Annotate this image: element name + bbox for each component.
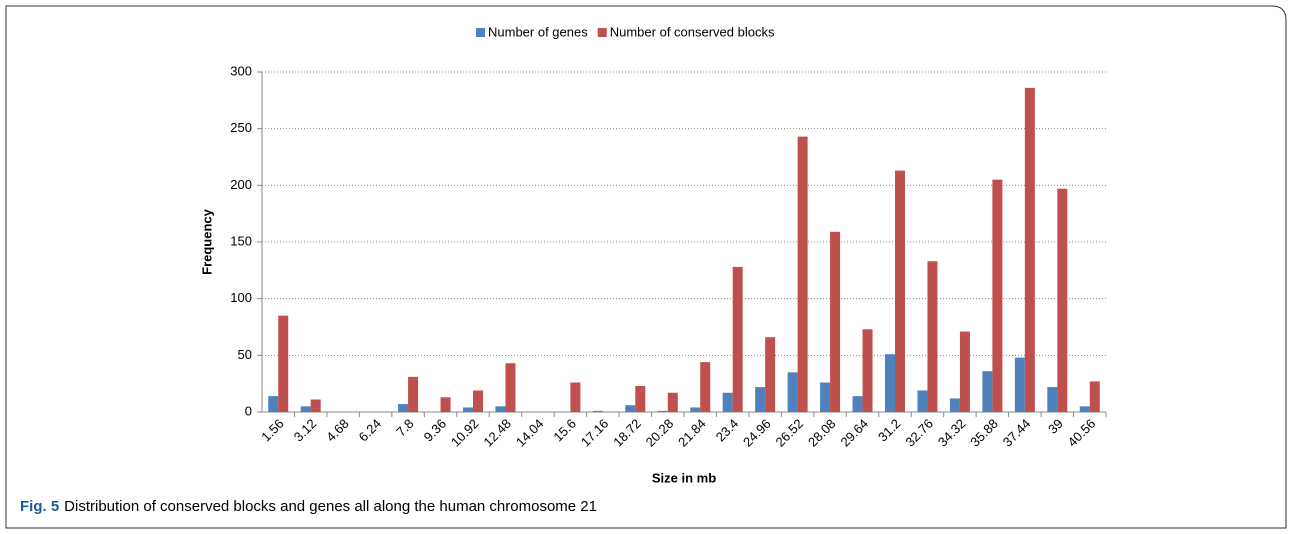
caption-label: Fig. 5 bbox=[20, 498, 59, 515]
x-tick-label: 7.8 bbox=[393, 416, 416, 439]
bar bbox=[862, 329, 873, 412]
frame bbox=[5, 5, 1287, 529]
x-tick-label: 18.72 bbox=[610, 416, 644, 450]
y-axis-label: Frequency bbox=[199, 208, 214, 275]
bar bbox=[765, 337, 776, 412]
x-tick-label: 34.32 bbox=[935, 416, 969, 450]
legend-label: Number of conserved blocks bbox=[610, 24, 775, 39]
x-tick-label: 12.48 bbox=[480, 416, 514, 450]
bar bbox=[278, 315, 289, 412]
x-tick-label: 24.96 bbox=[740, 416, 774, 450]
x-tick-label: 10.92 bbox=[448, 416, 482, 450]
bar bbox=[473, 390, 483, 412]
bar bbox=[690, 407, 701, 412]
y-tick-label: 100 bbox=[230, 290, 252, 305]
x-tick-label: 17.16 bbox=[578, 416, 612, 450]
bar bbox=[657, 410, 668, 412]
caption: Fig. 5 Distribution of conserved blocks a… bbox=[20, 498, 597, 515]
bar bbox=[820, 382, 831, 412]
bar bbox=[700, 362, 711, 412]
bar bbox=[635, 385, 646, 412]
y-tick-label: 0 bbox=[245, 403, 252, 418]
bar bbox=[755, 387, 766, 412]
bar bbox=[732, 266, 743, 412]
x-tick-label: 15.6 bbox=[550, 416, 579, 445]
x-axis-label: Size in mb bbox=[652, 470, 716, 485]
bar bbox=[310, 399, 321, 412]
bar bbox=[625, 405, 636, 412]
bar bbox=[1079, 406, 1090, 412]
legend-swatch bbox=[597, 28, 607, 37]
x-tick-label: 9.36 bbox=[421, 416, 450, 445]
x-tick-label: 23.4 bbox=[713, 416, 742, 445]
x-tick-label: 4.68 bbox=[323, 416, 352, 445]
bar bbox=[1014, 357, 1025, 412]
bar bbox=[927, 261, 938, 412]
x-tick-label: 21.84 bbox=[675, 416, 709, 450]
y-tick-label: 300 bbox=[230, 63, 252, 78]
legend-label: Number of genes bbox=[488, 24, 588, 39]
bar bbox=[570, 382, 581, 412]
x-tick-label: 39 bbox=[1045, 416, 1066, 437]
x-tick-label: 37.44 bbox=[1000, 416, 1034, 450]
y-tick-label: 50 bbox=[238, 347, 252, 362]
x-tick-label: 32.76 bbox=[902, 416, 936, 450]
y-tick-label: 200 bbox=[230, 177, 252, 192]
x-tick-label: 26.52 bbox=[773, 416, 807, 450]
legend-swatch bbox=[476, 28, 485, 37]
x-tick-label: 3.12 bbox=[291, 416, 320, 445]
x-tick-label: 28.08 bbox=[805, 416, 839, 450]
bar bbox=[463, 407, 473, 412]
bar bbox=[830, 231, 841, 412]
bar bbox=[1024, 87, 1035, 412]
x-tick-label: 14.04 bbox=[513, 416, 547, 450]
bar bbox=[917, 390, 928, 412]
bar bbox=[495, 406, 506, 412]
x-tick-label: 29.64 bbox=[837, 416, 871, 450]
x-tick-label: 20.28 bbox=[643, 416, 677, 450]
bar bbox=[982, 371, 993, 412]
bar bbox=[885, 354, 895, 412]
y-tick-label: 150 bbox=[230, 233, 252, 248]
bar bbox=[895, 170, 905, 412]
x-tick-label: 6.24 bbox=[356, 416, 385, 445]
x-tick-label: 1.56 bbox=[258, 416, 287, 445]
y-tick-label: 250 bbox=[230, 120, 252, 135]
bar bbox=[1089, 381, 1100, 412]
bar bbox=[440, 397, 451, 412]
bar bbox=[667, 392, 678, 412]
bar bbox=[797, 136, 808, 412]
bar bbox=[398, 404, 409, 412]
bar bbox=[852, 396, 863, 412]
bar bbox=[408, 376, 419, 412]
caption-text: Distribution of conserved blocks and gen… bbox=[64, 498, 597, 515]
x-tick-label: 35.88 bbox=[967, 416, 1001, 450]
x-tick-label: 31.2 bbox=[875, 416, 904, 445]
bar bbox=[268, 396, 279, 412]
bar bbox=[300, 406, 311, 412]
bar bbox=[1047, 387, 1058, 412]
bar bbox=[992, 179, 1003, 412]
bar bbox=[505, 363, 516, 412]
bar bbox=[787, 372, 798, 412]
bar bbox=[949, 398, 960, 412]
bar bbox=[722, 392, 733, 412]
bar bbox=[592, 410, 603, 412]
bar bbox=[959, 331, 970, 412]
x-tick-label: 40.56 bbox=[1065, 416, 1099, 450]
bar bbox=[1057, 188, 1068, 412]
